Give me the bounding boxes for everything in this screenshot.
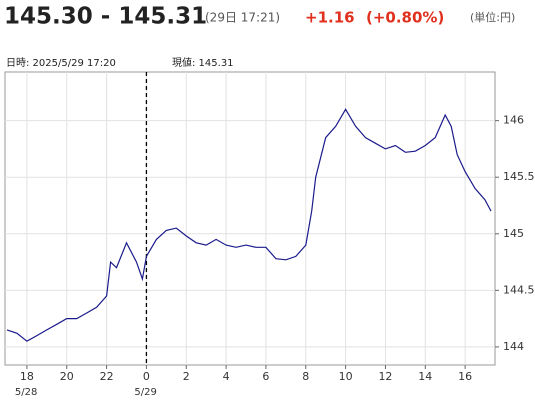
y-tick-label: 144	[503, 340, 524, 353]
x-tick-label: 2	[183, 370, 190, 383]
x-date-label: 5/28	[15, 387, 37, 398]
time: (29日 17:21)	[205, 11, 280, 25]
x-tick-label: 4	[223, 370, 230, 383]
change: +1.16	[305, 9, 355, 27]
x-tick-label: 8	[302, 370, 309, 383]
price-line	[6, 108, 492, 342]
plot-frame	[4, 71, 496, 366]
y-tick-label: 145	[503, 227, 524, 240]
x-tick-label: 0	[143, 370, 150, 383]
x-tick-label: 12	[378, 370, 392, 383]
y-tick-label: 145.5	[503, 170, 535, 183]
x-tick-label: 16	[458, 370, 472, 383]
change-pct: (+0.80%)	[366, 9, 444, 27]
info-current: 現値: 145.31	[172, 56, 234, 69]
unit: (単位:円)	[470, 10, 515, 24]
y-tick-label: 144.5	[503, 283, 535, 296]
x-tick-label: 6	[262, 370, 269, 383]
x-tick-label: 20	[60, 370, 74, 383]
y-tick-label: 146	[503, 114, 524, 127]
x-tick-label: 18	[20, 370, 34, 383]
x-tick-label: 14	[418, 370, 432, 383]
x-tick-label: 22	[100, 370, 114, 383]
x-tick-label: 10	[339, 370, 353, 383]
price: 145.30 - 145.31	[4, 4, 207, 30]
info-datetime: 日時: 2025/5/29 17:20	[6, 57, 116, 69]
x-date-label: 5/29	[134, 387, 156, 398]
